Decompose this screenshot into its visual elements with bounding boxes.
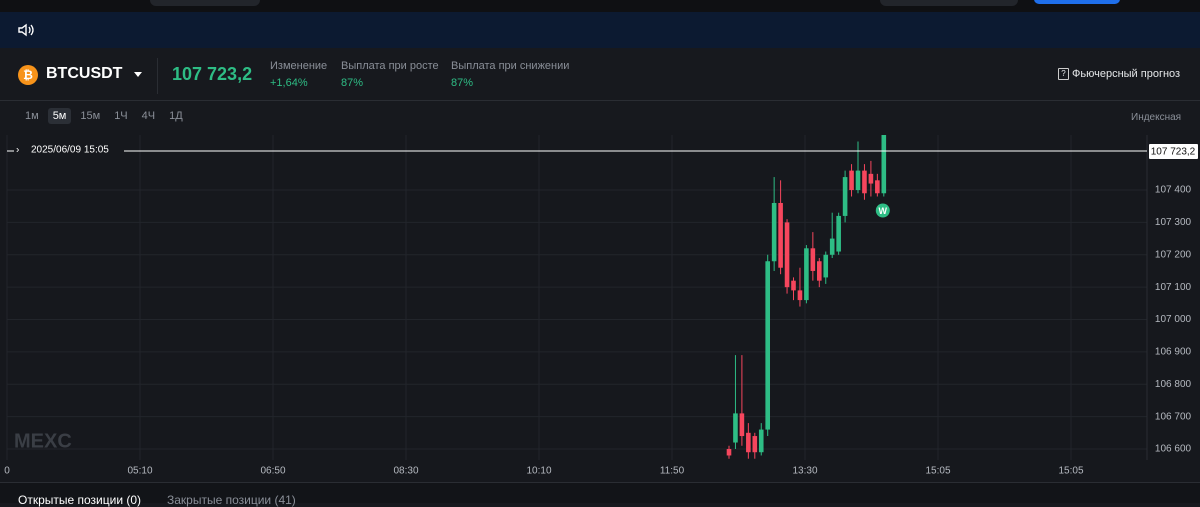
- candle-body: [849, 170, 854, 191]
- y-tick-label: 107 000: [1155, 314, 1192, 325]
- x-tick-label: 05:10: [127, 466, 152, 477]
- btc-icon: ₿: [18, 65, 38, 85]
- price: 107 723,2: [172, 64, 253, 84]
- timeframe[interactable]: 1м: [25, 110, 39, 122]
- candle-body: [829, 238, 835, 255]
- candle-body: [797, 290, 803, 301]
- candle-body: [855, 170, 861, 191]
- candle-body: [746, 432, 751, 453]
- forecast-link[interactable]: Фьючерсный прогноз: [1072, 68, 1181, 80]
- timeframe[interactable]: 1Ч: [114, 110, 128, 122]
- tab-closed[interactable]: Закрытые позиции (41): [167, 493, 296, 507]
- tabs-bar: Открытые позиции (0) Закрытые позиции (4…: [0, 482, 1200, 507]
- crosshair-arrow: ›: [16, 145, 19, 156]
- chart: MEXC › 2025/06/09 15:05 107 723,2 106 60…: [0, 130, 1200, 482]
- payout-up-label: Выплата при росте: [341, 60, 439, 72]
- x-tick-label: 13:30: [792, 466, 817, 477]
- change-label: Изменение: [270, 60, 328, 72]
- candle-body: [784, 222, 790, 288]
- y-tick-label: 106 600: [1155, 444, 1192, 455]
- candle-body: [823, 254, 829, 278]
- marker-label: W: [879, 206, 888, 216]
- current-price-label: 107 723,2: [1151, 147, 1196, 158]
- candle-body: [881, 135, 887, 194]
- price-type[interactable]: Индексная: [1131, 112, 1182, 123]
- candle-body: [739, 413, 745, 437]
- timeframe[interactable]: 1Д: [169, 110, 183, 122]
- x-tick-label: 08:30: [393, 466, 418, 477]
- x-tick-label: 10:10: [526, 466, 551, 477]
- y-tick-label: 107 300: [1155, 217, 1192, 228]
- candle-body: [868, 173, 874, 184]
- candle-body: [726, 448, 732, 456]
- symbol[interactable]: BTCUSDT: [46, 65, 123, 82]
- svg-text:₿: ₿: [23, 68, 33, 82]
- speaker-icon[interactable]: [18, 23, 36, 37]
- timeframe[interactable]: 4Ч: [141, 110, 156, 122]
- payout-up: 87%: [341, 77, 364, 89]
- x-tick-label: 15:05: [1058, 466, 1083, 477]
- candle-body: [810, 248, 816, 271]
- x-tick-label: 11:50: [660, 466, 685, 477]
- timeframe[interactable]: 15м: [80, 110, 101, 122]
- timeframes: 1м 5м 15м 1Ч 4Ч 1Д: [20, 108, 188, 124]
- candle-body: [778, 202, 783, 268]
- sound-strip: [0, 12, 1200, 48]
- candle-body: [817, 261, 822, 281]
- y-tick-label: 107 100: [1155, 282, 1192, 293]
- payout-down-label: Выплата при снижении: [451, 60, 570, 72]
- current-price-box: [1149, 144, 1198, 159]
- candle-body: [842, 177, 848, 216]
- instrument-header: ₿ BTCUSDT 107 723,2 Изменение +1,64% Вып…: [0, 50, 1200, 101]
- candle-body: [836, 215, 841, 252]
- candle-body: [758, 429, 764, 453]
- candle-body: [791, 280, 796, 291]
- y-tick-label: 107 400: [1155, 185, 1192, 196]
- y-tick-label: 106 900: [1155, 347, 1192, 358]
- candle-body: [733, 413, 738, 443]
- top-bar: [0, 0, 1200, 12]
- y-tick-label: 106 700: [1155, 411, 1192, 422]
- candle-body: [752, 436, 758, 453]
- timeframe[interactable]: 5м: [47, 108, 72, 124]
- watermark: MEXC: [14, 430, 72, 452]
- top-button[interactable]: [150, 0, 260, 6]
- top-button[interactable]: [880, 0, 1018, 6]
- payout-down: 87%: [451, 77, 474, 89]
- candle-body: [771, 202, 777, 262]
- y-tick-label: 106 800: [1155, 379, 1192, 390]
- marker-badge: [875, 203, 890, 218]
- candle-body: [804, 248, 809, 301]
- crosshair-label-bg: [14, 144, 124, 158]
- x-tick-label: 15:05: [925, 466, 950, 477]
- candle-body: [875, 180, 880, 194]
- candle-body: [862, 170, 867, 194]
- top-button[interactable]: [1034, 0, 1120, 4]
- x-tick-label: 0: [4, 466, 10, 477]
- y-tick-label: 107 200: [1155, 249, 1192, 260]
- x-tick-label: 06:50: [260, 466, 285, 477]
- candle-body: [765, 261, 770, 430]
- crosshair-label: 2025/06/09 15:05: [31, 145, 109, 156]
- change: +1,64%: [270, 77, 308, 89]
- symbol-dropdown[interactable]: [133, 71, 143, 79]
- tab-open[interactable]: Открытые позиции (0): [18, 493, 142, 507]
